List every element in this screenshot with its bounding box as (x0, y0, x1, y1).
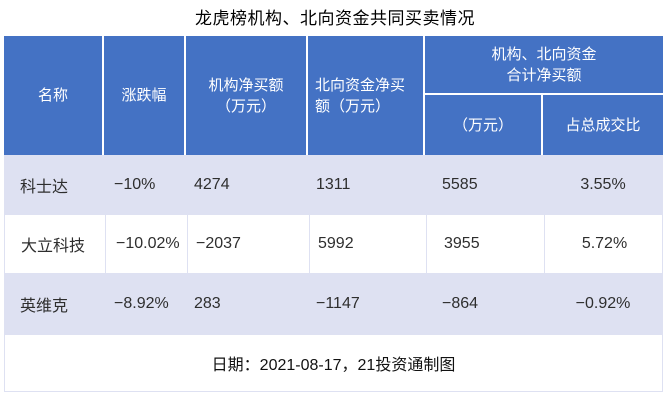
header-inst-line2: （万元） (215, 97, 276, 115)
header-cell-northbound-net-buy: 北向资金净买 额（万元） (308, 36, 423, 155)
cell-northbound-net: −1147 (316, 295, 360, 312)
header-inst-line1: 机构净买额 (208, 76, 284, 94)
cell-change-percent: −10.02% (105, 215, 187, 273)
cell-combined-total: 5585 (442, 176, 478, 193)
footer-note: 日期：2021-08-17，21投资通制图 (211, 357, 456, 374)
header-group-line1: 机构、北向资金 (491, 45, 597, 63)
table-row: 大立科技 −10.02% −2037 5992 3955 5.72% (4, 215, 663, 273)
cell-northbound-net: 5992 (309, 215, 426, 273)
cell-change-percent: −8.92% (114, 295, 169, 312)
header-cell-institution-net-buy: 机构净买额 （万元） (186, 36, 306, 155)
cell-stock-name: 大立科技 (21, 238, 86, 255)
header-cell-change: 涨跌幅 (104, 36, 184, 155)
table-header: 名称 涨跌幅 机构净买额 （万元） 北向资金净买 额（万元） 机构、北向资金 合… (4, 36, 663, 155)
cell-institution-net: 4274 (194, 176, 230, 193)
cell-turnover-ratio: 3.55% (580, 176, 626, 193)
header-group-amount-label: （万元） (452, 116, 513, 134)
cell-combined-total: −864 (442, 295, 479, 312)
header-group-line2: 合计净买额 (506, 66, 582, 84)
data-table: 名称 涨跌幅 机构净买额 （万元） 北向资金净买 额（万元） 机构、北向资金 合… (4, 36, 663, 392)
cell-turnover-ratio: 5.72% (544, 215, 664, 273)
cell-northbound-net: 1311 (316, 176, 351, 193)
cell-combined-total: 3955 (426, 215, 544, 273)
cell-stock-name: 科士达 (20, 179, 69, 196)
header-cell-combined-amount: （万元） (425, 95, 541, 155)
cell-turnover-ratio: −0.92% (575, 295, 631, 312)
header-cell-combined-group: 机构、北向资金 合计净买额 (425, 36, 663, 93)
header-name-label: 名称 (37, 87, 68, 104)
header-north-line1: 北向资金净买 (315, 76, 406, 94)
table-row: 英维克 −8.92% 283 −1147 −864 −0.92% (4, 273, 663, 335)
table-row: 科士达 −10% 4274 1311 5585 3.55% (4, 155, 663, 215)
cell-institution-net: 283 (194, 295, 221, 312)
header-cell-name: 名称 (4, 36, 102, 155)
cell-change-percent: −10% (114, 176, 156, 193)
page-title: 龙虎榜机构、北向资金共同买卖情况 (195, 9, 475, 28)
header-cell-turnover-ratio: 占总成交比 (543, 95, 663, 155)
table-footer: 日期：2021-08-17，21投资通制图 (4, 335, 663, 392)
cell-stock-name: 英维克 (20, 298, 69, 315)
header-north-line2: 额（万元） (315, 97, 391, 115)
cell-institution-net: −2037 (187, 215, 309, 273)
header-change-label: 涨跌幅 (121, 87, 167, 104)
header-group-ratio-label: 占总成交比 (565, 116, 641, 134)
